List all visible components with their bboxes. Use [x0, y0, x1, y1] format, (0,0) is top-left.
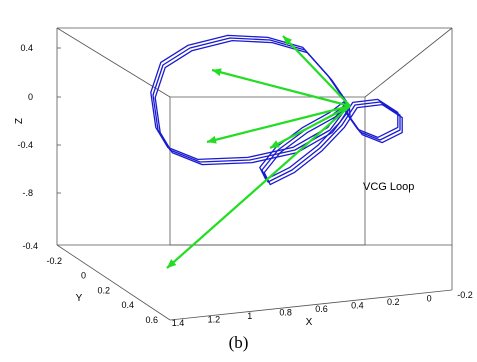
y-tick-label: -0.2 [46, 256, 62, 266]
figure-caption: (b) [228, 333, 249, 352]
vector-arrow-left [206, 104, 351, 144]
vector-arrow-upper-left [211, 68, 351, 108]
x-tick-label: 0.8 [279, 308, 292, 318]
x-tick-label: 1.4 [172, 318, 185, 328]
vcg-loop-series [150, 34, 403, 186]
box-edge-top-right-diag [364, 27, 453, 98]
z-tick-label: -.8 [22, 188, 33, 198]
y-tick-label: 0 [81, 271, 86, 281]
vector-arrowhead-left [207, 135, 217, 144]
z-tick-label: 0.4 [20, 43, 33, 53]
vector-arrowhead-lower-center [270, 140, 280, 148]
tick-labels: 0.4 0 -0.4 -.8 -0.4 -0.2 0 0.2 0.4 0.6 1.4 1.2 1 0.8 0… [17, 43, 472, 328]
z-tick-label: -0.4 [17, 140, 33, 150]
box-edge-floor-left [56, 244, 171, 321]
vector-arrowhead-lower-left [167, 259, 177, 268]
x-tick-label: 1 [247, 311, 252, 321]
x-tick-label: -0.2 [457, 290, 473, 300]
y-tick-label: 0.4 [121, 300, 134, 310]
vcg-loop-trace [150, 34, 399, 181]
x-tick-label: 1.2 [208, 315, 221, 325]
vector-arrowhead-upper-left [212, 68, 222, 77]
x-axis-label: X [306, 317, 313, 328]
vector-arrow-lower-center [269, 105, 351, 149]
y-tick-label: -0.4 [22, 241, 38, 251]
vector-arrowhead-up [283, 36, 293, 46]
annotations: VCG Loop [363, 181, 414, 193]
vector-arrows [166, 35, 351, 269]
vector-arrow-lower-left [166, 105, 351, 269]
vcg-loop-annotation: VCG Loop [363, 181, 414, 193]
vector-arrow-up [282, 35, 351, 107]
z-tick-label: 0 [28, 92, 33, 102]
x-tick-label: 0.6 [315, 304, 328, 314]
y-tick-label: 0.2 [97, 285, 110, 295]
y-tick-label: 0.6 [145, 315, 158, 325]
x-tick-label: 0.2 [387, 297, 400, 307]
z-axis-label: Z [14, 118, 25, 124]
x-tick-label: 0.4 [351, 301, 364, 311]
box-edge-top-left-diag [56, 27, 171, 98]
x-tick-label: 0 [427, 294, 432, 304]
axes-box [56, 27, 453, 321]
y-axis-label: Y [76, 293, 83, 304]
axis-labels: Z Y X [14, 118, 313, 328]
box-edge-floor-front [169, 289, 453, 321]
